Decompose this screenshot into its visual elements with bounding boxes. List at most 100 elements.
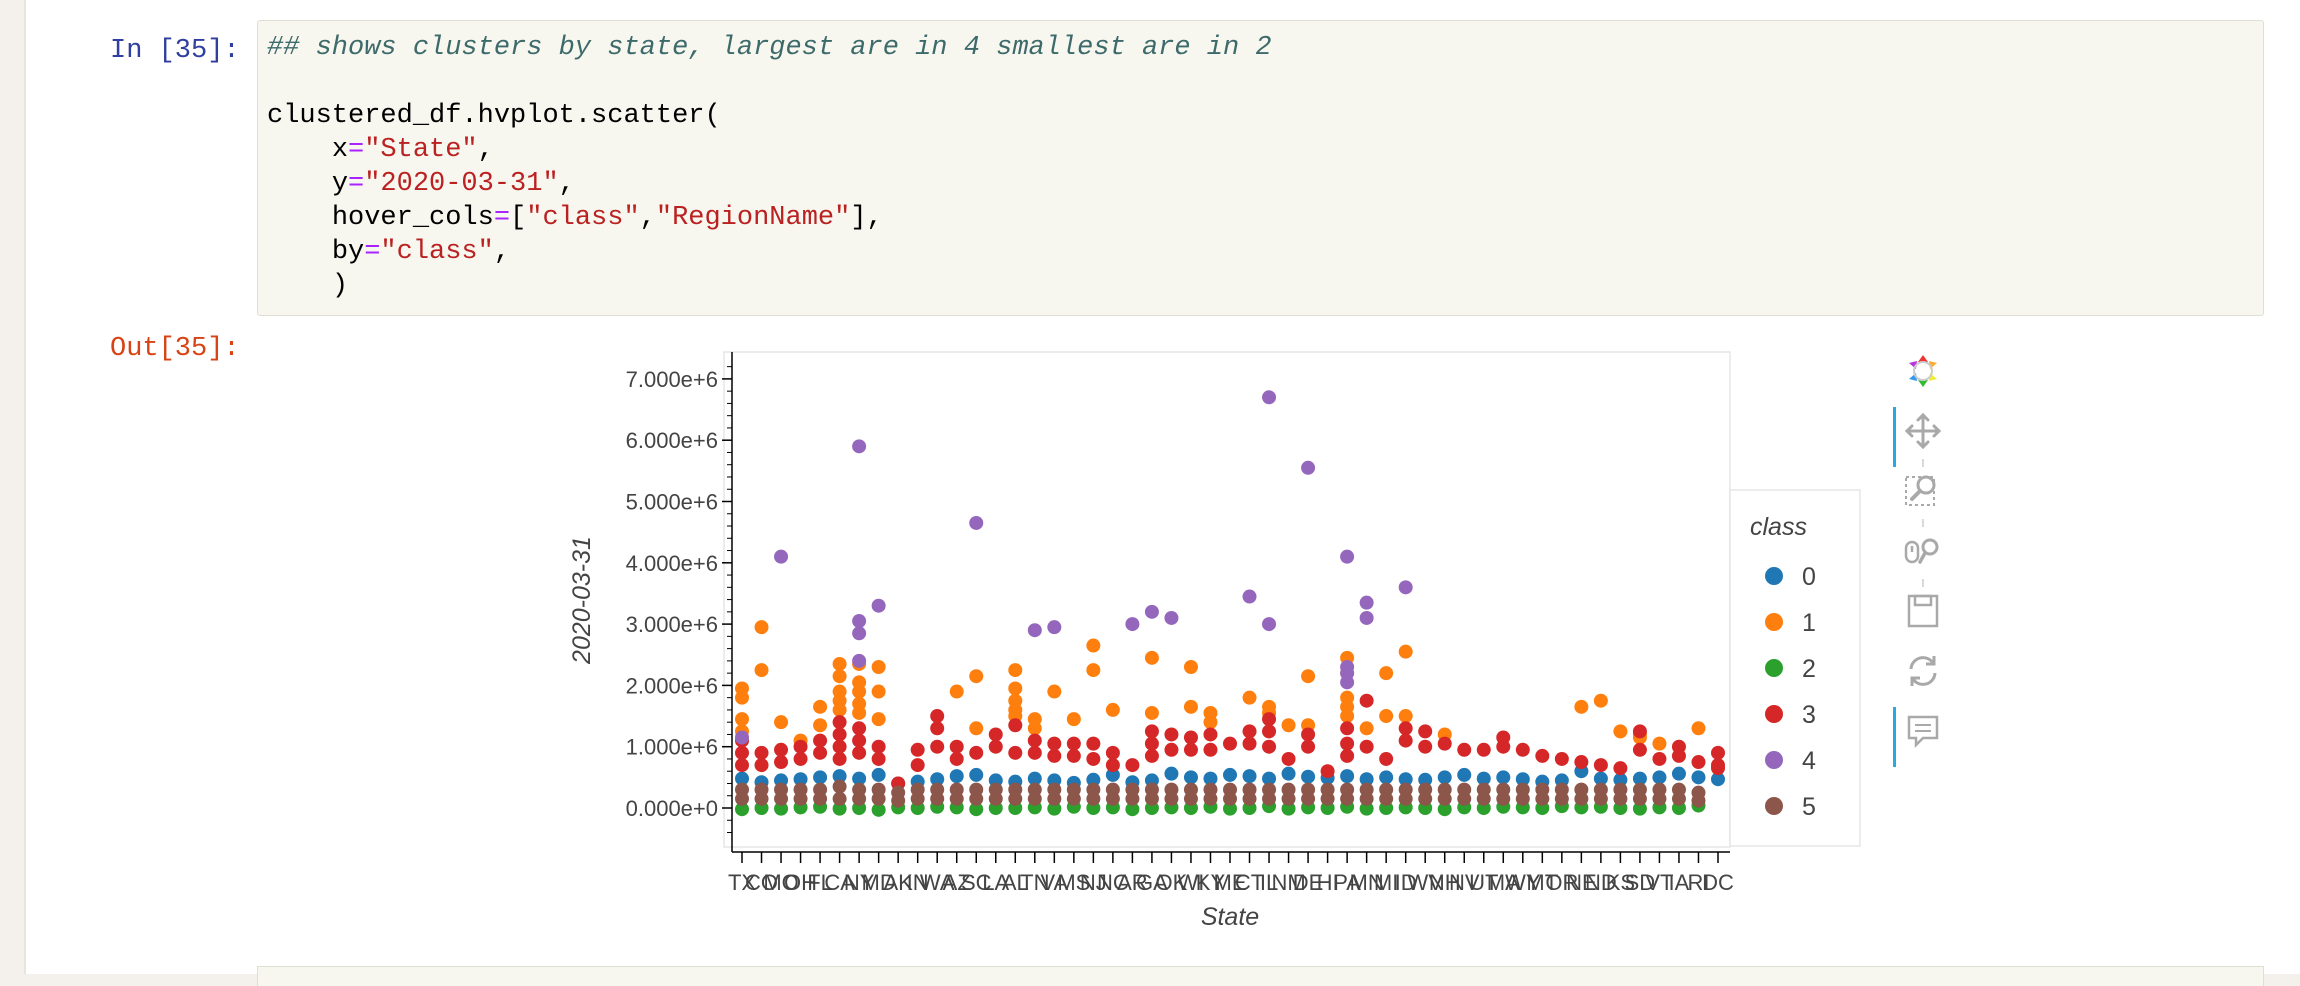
data-point-class-3[interactable] [988, 727, 1003, 742]
data-point-class-3[interactable] [1359, 693, 1374, 708]
data-point-class-1[interactable] [1047, 684, 1062, 699]
data-point-class-1[interactable] [1398, 644, 1413, 659]
data-point-class-3[interactable] [1242, 724, 1257, 739]
data-point-class-3[interactable] [930, 739, 945, 754]
data-point-class-3[interactable] [1027, 733, 1042, 748]
data-point-class-3[interactable] [1398, 721, 1413, 736]
data-point-class-3[interactable] [969, 745, 984, 760]
data-point-class-2[interactable] [1047, 801, 1062, 816]
data-point-class-1[interactable] [1203, 715, 1218, 730]
data-point-class-0[interactable] [1398, 772, 1413, 787]
data-point-class-3[interactable] [1476, 742, 1491, 757]
data-point-class-3[interactable] [1691, 755, 1706, 770]
data-point-class-3[interactable] [793, 739, 808, 754]
data-point-class-3[interactable] [1359, 739, 1374, 754]
data-point-class-1[interactable] [852, 705, 867, 720]
data-point-class-3[interactable] [1086, 736, 1101, 751]
data-point-class-0[interactable] [1242, 769, 1257, 784]
data-point-class-3[interactable] [949, 739, 964, 754]
data-point-class-5[interactable] [852, 791, 867, 806]
data-point-class-1[interactable] [1574, 699, 1589, 714]
data-point-class-3[interactable] [1340, 736, 1355, 751]
data-point-class-5[interactable] [1398, 791, 1413, 806]
data-point-class-3[interactable] [1144, 748, 1159, 763]
data-point-class-3[interactable] [930, 709, 945, 724]
next-code-cell[interactable] [257, 966, 2264, 986]
data-point-class-4[interactable] [1262, 390, 1277, 405]
data-point-class-0[interactable] [1652, 770, 1667, 785]
data-point-class-3[interactable] [1144, 724, 1159, 739]
data-point-class-1[interactable] [852, 684, 867, 699]
reset-tool-button[interactable] [1893, 645, 1953, 697]
data-point-class-5[interactable] [1574, 791, 1589, 806]
data-point-class-4[interactable] [1340, 549, 1355, 564]
data-point-class-3[interactable] [1535, 748, 1550, 763]
data-point-class-1[interactable] [1359, 721, 1374, 736]
data-point-class-4[interactable] [871, 598, 886, 613]
data-point-class-3[interactable] [1301, 727, 1316, 742]
data-point-class-1[interactable] [813, 718, 828, 733]
data-point-class-5[interactable] [1340, 791, 1355, 806]
data-point-class-3[interactable] [988, 739, 1003, 754]
data-point-class-5[interactable] [871, 791, 886, 806]
data-point-class-1[interactable] [1144, 650, 1159, 665]
data-point-class-3[interactable] [1008, 718, 1023, 733]
data-point-class-3[interactable] [1242, 736, 1257, 751]
data-point-class-3[interactable] [1223, 736, 1237, 751]
data-point-class-3[interactable] [1086, 751, 1101, 766]
data-point-class-3[interactable] [735, 745, 749, 760]
legend-label-class-5[interactable]: 5 [1802, 793, 1816, 821]
data-point-class-3[interactable] [832, 739, 847, 754]
data-point-class-5[interactable] [988, 791, 1003, 806]
legend-label-class-3[interactable]: 3 [1802, 701, 1816, 729]
data-point-class-1[interactable] [1183, 699, 1198, 714]
data-point-class-5[interactable] [1164, 791, 1179, 806]
data-point-class-4[interactable] [852, 614, 867, 629]
data-point-class-3[interactable] [1340, 721, 1355, 736]
data-point-class-3[interactable] [910, 742, 925, 757]
data-point-class-5[interactable] [949, 791, 964, 806]
data-point-class-3[interactable] [1144, 736, 1159, 751]
data-point-class-4[interactable] [1301, 460, 1316, 475]
data-point-class-0[interactable] [735, 771, 749, 786]
data-point-class-0[interactable] [1262, 771, 1277, 786]
data-point-class-5[interactable] [1515, 791, 1530, 806]
data-point-class-5[interactable] [735, 791, 749, 806]
data-point-class-3[interactable] [1027, 745, 1042, 760]
data-point-class-3[interactable] [1340, 748, 1355, 763]
pan-tool-button[interactable] [1893, 405, 1953, 467]
legend-marker-class-5[interactable] [1765, 797, 1783, 815]
data-point-class-0[interactable] [930, 772, 945, 787]
data-point-class-3[interactable] [1047, 748, 1062, 763]
data-point-class-1[interactable] [871, 712, 886, 727]
data-point-class-3[interactable] [1183, 742, 1198, 757]
data-point-class-4[interactable] [1262, 617, 1277, 632]
data-point-class-3[interactable] [774, 742, 789, 757]
data-point-class-1[interactable] [1613, 724, 1628, 739]
data-point-class-3[interactable] [1262, 724, 1277, 739]
data-point-class-3[interactable] [1203, 727, 1218, 742]
data-point-class-5[interactable] [969, 791, 984, 806]
data-point-class-5[interactable] [832, 779, 847, 794]
data-point-class-3[interactable] [910, 758, 925, 773]
data-point-class-1[interactable] [1008, 681, 1023, 696]
save-tool-button[interactable] [1893, 585, 1953, 637]
data-point-class-5[interactable] [1437, 791, 1452, 806]
data-point-class-5[interactable] [1066, 791, 1081, 806]
data-point-class-3[interactable] [1574, 755, 1589, 770]
data-point-class-0[interactable] [969, 767, 984, 782]
data-point-class-2[interactable] [1632, 801, 1647, 816]
data-point-class-3[interactable] [1398, 733, 1413, 748]
data-point-class-1[interactable] [754, 663, 769, 678]
data-point-class-0[interactable] [1632, 771, 1647, 786]
data-point-class-0[interactable] [1183, 770, 1198, 785]
data-point-class-5[interactable] [1086, 791, 1101, 806]
data-point-class-1[interactable] [735, 690, 749, 705]
data-point-class-0[interactable] [1691, 770, 1706, 785]
data-point-class-5[interactable] [1183, 791, 1198, 806]
data-point-class-5[interactable] [774, 791, 789, 806]
data-point-class-3[interactable] [949, 751, 964, 766]
data-point-class-2[interactable] [1437, 802, 1452, 817]
data-point-class-3[interactable] [1437, 736, 1452, 751]
